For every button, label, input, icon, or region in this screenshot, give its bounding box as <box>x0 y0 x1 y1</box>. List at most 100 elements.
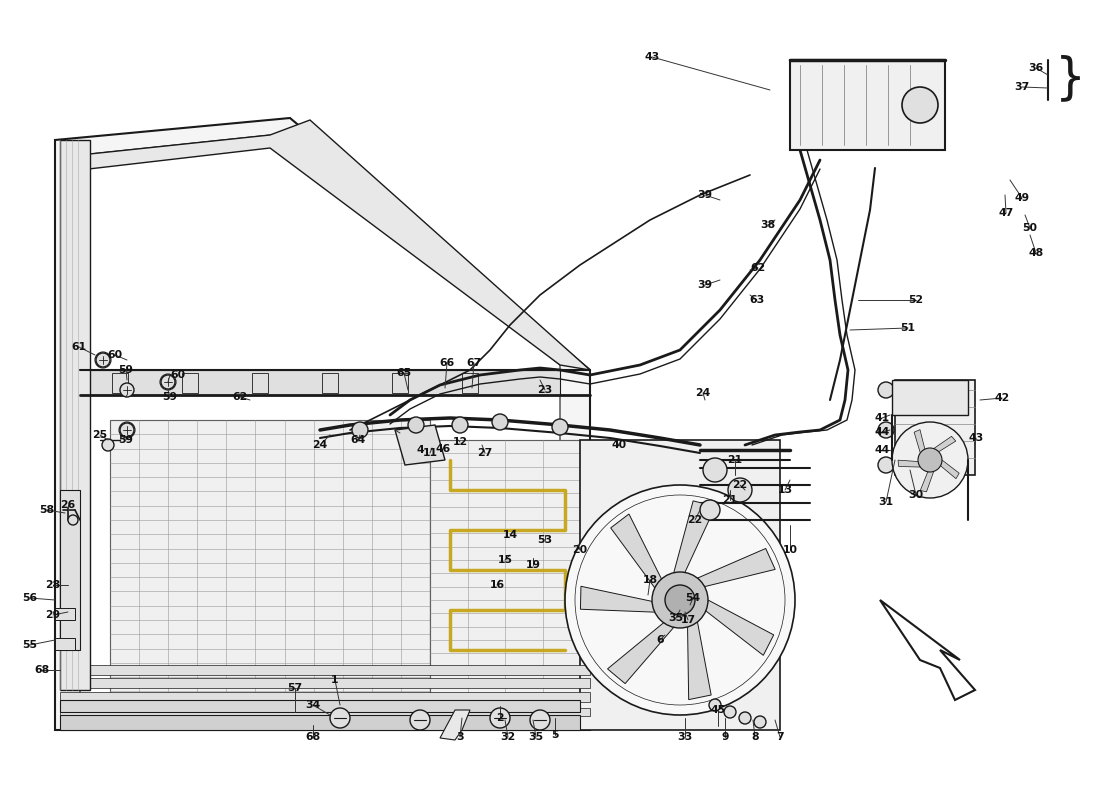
Text: 64: 64 <box>351 435 365 445</box>
Polygon shape <box>607 622 674 684</box>
Circle shape <box>410 710 430 730</box>
Text: 21: 21 <box>723 495 738 505</box>
Text: 18: 18 <box>642 575 658 585</box>
Circle shape <box>102 439 114 451</box>
Text: 7: 7 <box>777 732 784 742</box>
Text: 38: 38 <box>760 220 775 230</box>
Text: 53: 53 <box>538 535 552 545</box>
Circle shape <box>565 485 795 715</box>
Polygon shape <box>440 710 470 740</box>
Text: 31: 31 <box>879 497 893 507</box>
Text: 24: 24 <box>695 388 711 398</box>
Text: 63: 63 <box>749 295 764 305</box>
Polygon shape <box>60 692 590 702</box>
Circle shape <box>552 419 568 435</box>
Text: 62: 62 <box>232 392 248 402</box>
Text: 32: 32 <box>500 732 516 742</box>
Text: 5: 5 <box>551 730 559 740</box>
Text: 59: 59 <box>119 435 133 445</box>
Text: 41: 41 <box>874 413 890 423</box>
Circle shape <box>330 708 350 728</box>
Bar <box>252 373 268 393</box>
Text: 44: 44 <box>874 427 890 437</box>
Text: 66: 66 <box>439 358 454 368</box>
Text: 6: 6 <box>657 635 663 645</box>
Text: 55: 55 <box>22 640 37 650</box>
Text: 44: 44 <box>874 445 890 455</box>
Text: 26: 26 <box>60 500 76 510</box>
Text: 45: 45 <box>711 705 726 715</box>
Circle shape <box>408 417 424 433</box>
Text: 67: 67 <box>466 358 482 368</box>
Polygon shape <box>914 430 925 453</box>
Text: 24: 24 <box>312 440 328 450</box>
Text: 60: 60 <box>170 370 186 380</box>
Circle shape <box>710 699 720 711</box>
Text: 19: 19 <box>526 560 540 570</box>
Text: 58: 58 <box>40 505 55 515</box>
Text: 65: 65 <box>396 368 411 378</box>
Text: 57: 57 <box>287 683 303 693</box>
Text: 56: 56 <box>22 593 37 603</box>
Text: 48: 48 <box>1028 248 1044 258</box>
Text: 52: 52 <box>909 295 924 305</box>
Circle shape <box>492 414 508 430</box>
Circle shape <box>703 458 727 482</box>
Text: 68: 68 <box>306 732 320 742</box>
Polygon shape <box>60 490 80 650</box>
Polygon shape <box>80 370 560 395</box>
Polygon shape <box>934 436 956 452</box>
Polygon shape <box>921 471 934 492</box>
Bar <box>892 380 968 415</box>
Text: 1: 1 <box>331 675 339 685</box>
Text: 14: 14 <box>503 530 518 540</box>
Circle shape <box>452 417 468 433</box>
Polygon shape <box>580 440 780 730</box>
Bar <box>182 373 198 393</box>
Polygon shape <box>60 708 590 716</box>
Text: 61: 61 <box>72 342 87 352</box>
Circle shape <box>68 515 78 525</box>
Text: 20: 20 <box>572 545 587 555</box>
Polygon shape <box>60 678 590 688</box>
Text: 59: 59 <box>119 365 133 375</box>
Text: }: } <box>1055 54 1086 102</box>
Text: 39: 39 <box>697 280 713 290</box>
Polygon shape <box>80 120 590 370</box>
Text: 23: 23 <box>538 385 552 395</box>
Circle shape <box>700 500 720 520</box>
Circle shape <box>739 712 751 724</box>
Polygon shape <box>940 460 959 478</box>
Text: 40: 40 <box>612 440 627 450</box>
Text: 46: 46 <box>436 444 451 454</box>
Text: 2: 2 <box>496 713 504 723</box>
Text: 43: 43 <box>968 433 983 443</box>
Text: 35: 35 <box>669 613 683 623</box>
Bar <box>112 373 128 393</box>
Circle shape <box>878 382 894 398</box>
Text: 15: 15 <box>497 555 513 565</box>
Text: 50: 50 <box>1023 223 1037 233</box>
Circle shape <box>892 422 968 498</box>
Text: 22: 22 <box>733 480 748 490</box>
Text: 9: 9 <box>722 732 728 742</box>
Polygon shape <box>697 549 775 586</box>
Text: 60: 60 <box>108 350 122 360</box>
Polygon shape <box>80 135 560 715</box>
Text: 11: 11 <box>422 448 438 458</box>
Text: 51: 51 <box>901 323 915 333</box>
Circle shape <box>728 478 752 502</box>
Circle shape <box>724 706 736 718</box>
Text: 49: 49 <box>1014 193 1030 203</box>
Text: 59: 59 <box>163 392 177 402</box>
Circle shape <box>652 572 708 628</box>
Polygon shape <box>55 608 75 620</box>
Polygon shape <box>395 425 446 465</box>
Text: 54: 54 <box>685 593 701 603</box>
Polygon shape <box>110 420 430 720</box>
Circle shape <box>490 708 510 728</box>
Polygon shape <box>674 501 715 573</box>
Text: 43: 43 <box>645 52 660 62</box>
Text: 16: 16 <box>490 580 505 590</box>
Text: 39: 39 <box>697 190 713 200</box>
